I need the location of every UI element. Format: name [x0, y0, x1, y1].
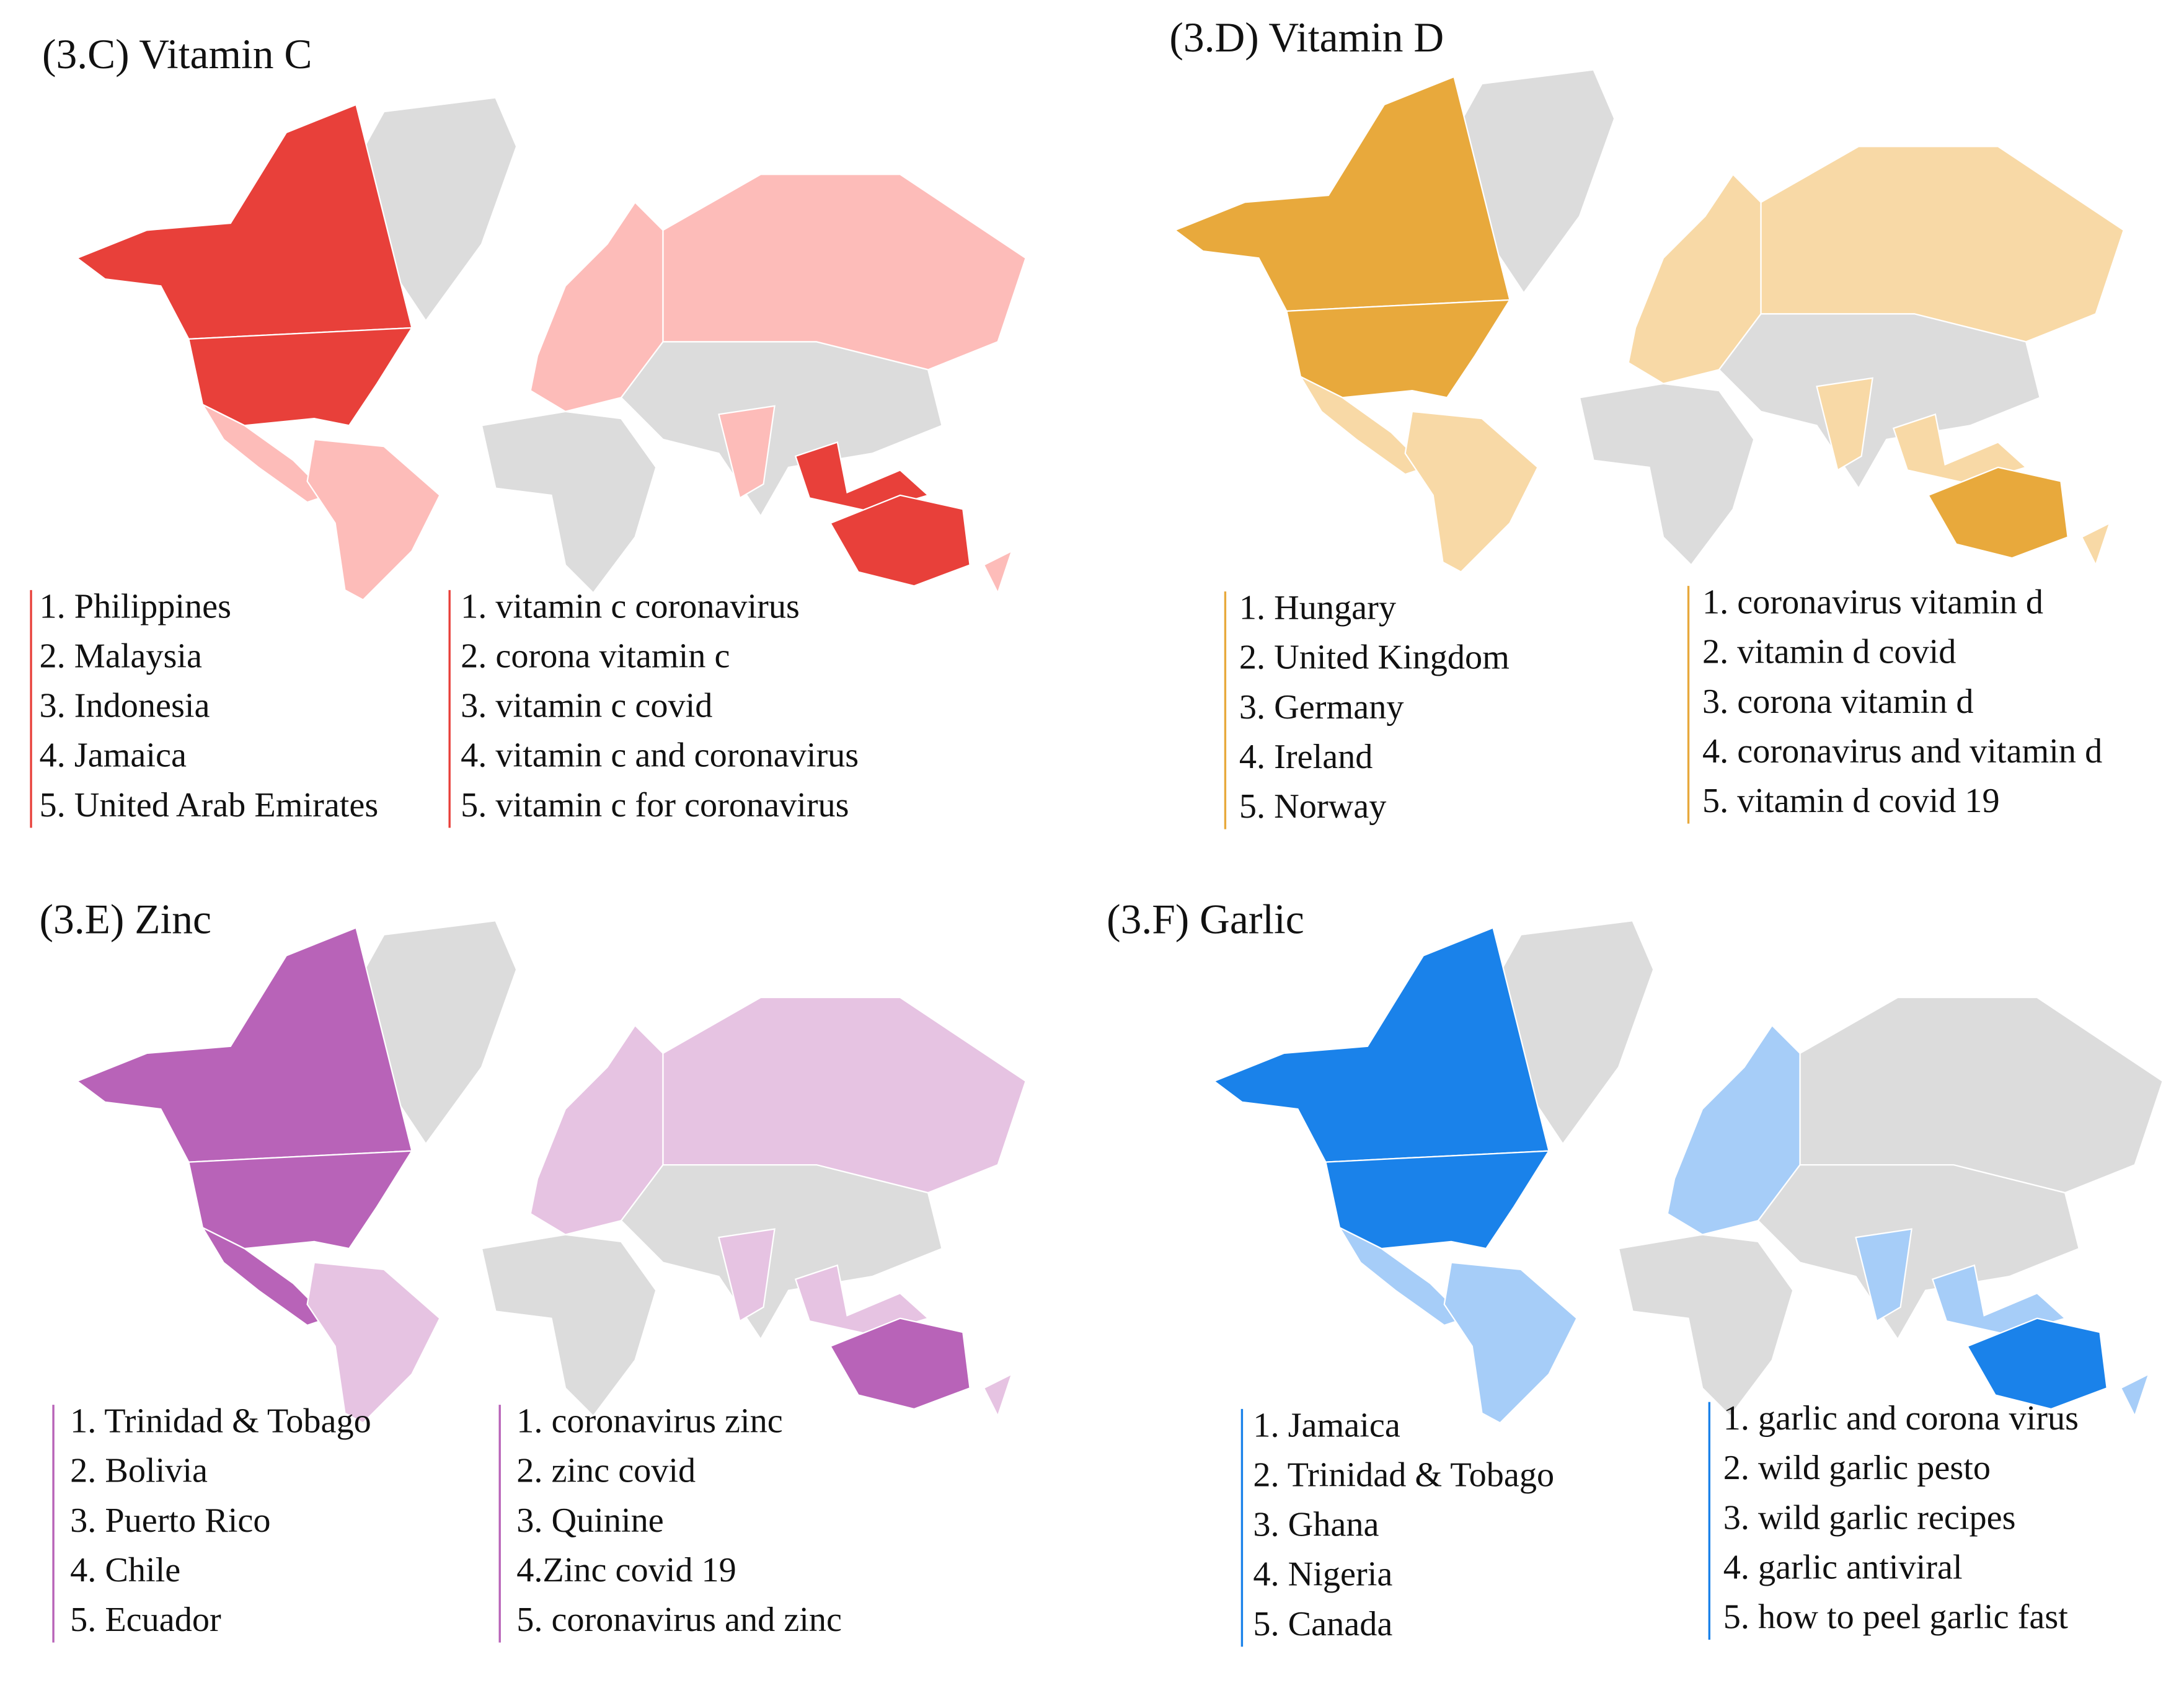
region-us: [187, 1150, 413, 1250]
region-nz: [2080, 521, 2111, 567]
region-asia: [1718, 313, 2041, 490]
term-item: 4. vitamin c and coronavirus: [461, 736, 859, 775]
region-us: [1286, 299, 1511, 399]
region-russia: [1799, 996, 2164, 1194]
term-item: 1. vitamin c coronavirus: [461, 587, 800, 625]
region-russia: [662, 996, 1027, 1194]
region-canada: [1213, 927, 1550, 1163]
region-australia: [1966, 1317, 2108, 1410]
term-item: 3. wild garlic recipes: [1723, 1498, 2016, 1537]
region-australia: [829, 1317, 971, 1410]
term-item: 1. garlic and corona virus: [1723, 1399, 2079, 1438]
world-map: [76, 97, 1027, 601]
panel: (3.F) Garlic 1. Jamaica 2. Trinidad & Toba…: [1107, 896, 2164, 1647]
region-asia: [620, 1164, 943, 1341]
region-russia: [1760, 146, 2125, 343]
country-item: 1. Trinidad & Tobago: [70, 1402, 371, 1441]
term-item: 5. vitamin d covid 19: [1702, 782, 2000, 820]
term-item: 2. corona vitamin c: [461, 637, 730, 675]
region-africa: [480, 1234, 657, 1417]
region-seasia: [1892, 413, 2028, 485]
region-australia: [829, 494, 971, 587]
panel-title: (3.E) Zinc: [40, 896, 211, 942]
region-asia: [620, 341, 943, 518]
region-us: [1325, 1150, 1550, 1250]
panel: (3.E) Zinc 1. Trinidad & Tobago 2. Bolivia…: [40, 896, 1027, 1643]
country-item: 4. Nigeria: [1253, 1555, 1392, 1594]
world-map: [76, 920, 1027, 1424]
region-southamerica: [306, 438, 441, 601]
country-item: 2. Malaysia: [40, 637, 202, 675]
region-mexico: [1337, 1226, 1467, 1327]
term-item: 1. coronavirus vitamin d: [1702, 583, 2043, 622]
region-africa: [480, 410, 657, 594]
panel-title: (3.D) Vitamin D: [1169, 14, 1444, 61]
term-item: 5. vitamin c for coronavirus: [461, 786, 849, 824]
region-canada: [76, 927, 413, 1163]
term-item: 2. vitamin d covid: [1702, 633, 1956, 671]
world-map: [1174, 69, 2125, 573]
term-item: 1. coronavirus zinc: [516, 1402, 783, 1441]
region-southamerica: [1404, 410, 1539, 573]
region-southamerica: [306, 1262, 441, 1424]
region-russia: [662, 174, 1027, 371]
world-map: [1213, 920, 2164, 1424]
country-item: 3. Germany: [1239, 688, 1404, 727]
term-item: 2. wild garlic pesto: [1723, 1449, 1991, 1487]
panel: (3.C) Vitamin C 1. Philippines 2. Malaysia…: [30, 31, 1027, 828]
region-australia: [1927, 466, 2069, 559]
region-india: [718, 405, 776, 500]
country-item: 5. Canada: [1253, 1605, 1392, 1643]
region-seasia: [794, 1264, 930, 1336]
country-item: 5. Ecuador: [70, 1601, 221, 1639]
country-item: 1. Hungary: [1239, 589, 1396, 627]
country-item: 4. Ireland: [1239, 738, 1373, 776]
term-item: 5. how to peel garlic fast: [1723, 1598, 2068, 1637]
region-india: [1855, 1228, 1912, 1322]
term-item: 3. Quinine: [516, 1501, 663, 1540]
region-canada: [76, 104, 413, 340]
country-item: 3. Indonesia: [40, 687, 210, 725]
term-item: 5. coronavirus and zinc: [516, 1601, 842, 1639]
region-seasia: [794, 441, 930, 513]
country-item: 2. Bolivia: [70, 1452, 208, 1490]
region-canada: [1174, 76, 1511, 312]
country-item: 3. Puerto Rico: [70, 1501, 270, 1540]
term-item: 2. zinc covid: [516, 1452, 696, 1490]
region-india: [718, 1228, 776, 1322]
term-item: 3. corona vitamin d: [1702, 683, 1973, 721]
region-mexico: [200, 402, 330, 503]
country-item: 2. Trinidad & Tobago: [1253, 1456, 1554, 1494]
country-item: 1. Philippines: [40, 587, 231, 625]
country-item: 5. Norway: [1239, 787, 1386, 826]
region-nz: [983, 549, 1014, 595]
term-item: 4.Zinc covid 19: [516, 1551, 736, 1589]
panel-title: (3.F) Garlic: [1107, 896, 1304, 942]
region-mexico: [200, 1226, 330, 1327]
region-asia: [1757, 1164, 2080, 1341]
country-item: 2. United Kingdom: [1239, 639, 1510, 677]
region-mexico: [1298, 374, 1428, 475]
region-us: [187, 327, 413, 426]
country-item: 4. Jamaica: [40, 736, 187, 775]
term-item: 3. vitamin c covid: [461, 687, 712, 725]
panel: (3.D) Vitamin D 1. Hungary 2. United Kingd…: [1169, 14, 2125, 829]
country-item: 4. Chile: [70, 1551, 180, 1589]
region-nz: [2120, 1372, 2151, 1418]
region-africa: [1578, 382, 1755, 567]
region-africa: [1617, 1234, 1794, 1417]
country-item: 3. Ghana: [1253, 1506, 1379, 1544]
region-seasia: [1931, 1264, 2067, 1336]
region-nz: [983, 1372, 1014, 1418]
country-item: 1. Jamaica: [1253, 1406, 1400, 1444]
term-item: 4. garlic antiviral: [1723, 1548, 1963, 1586]
term-item: 4. coronavirus and vitamin d: [1702, 732, 2102, 771]
region-india: [1816, 377, 1873, 472]
country-item: 5. United Arab Emirates: [40, 786, 379, 824]
panel-title: (3.C) Vitamin C: [42, 31, 312, 77]
region-southamerica: [1443, 1262, 1578, 1424]
